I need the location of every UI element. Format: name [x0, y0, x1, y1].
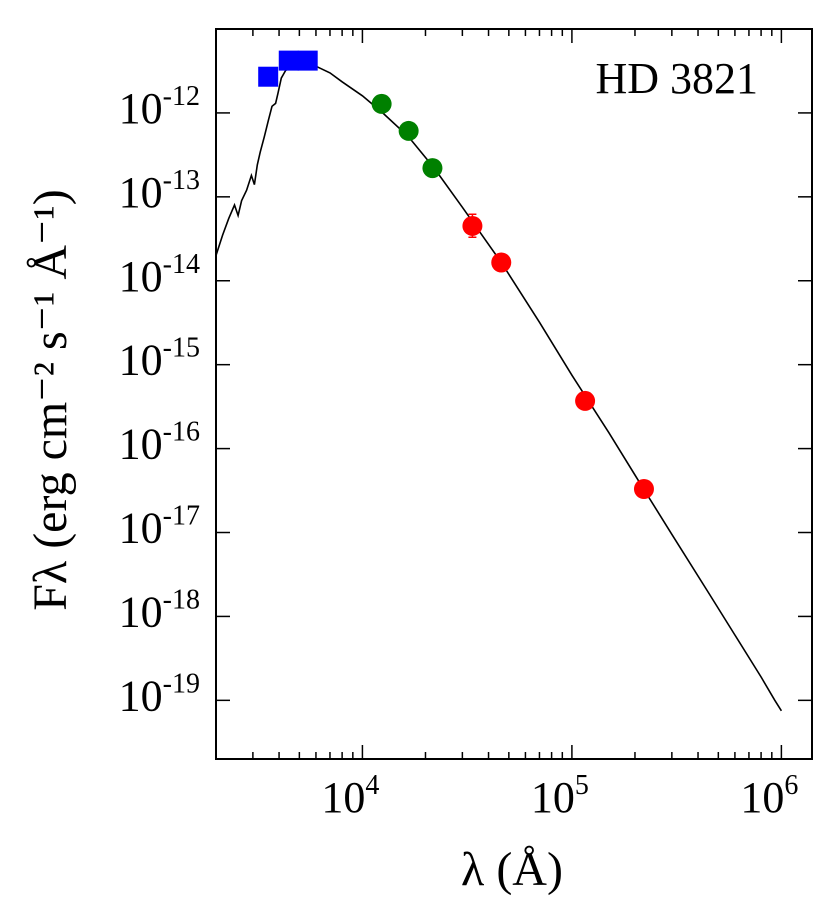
y-tick-label-base: 10 [119, 671, 163, 720]
y-tick-label-base: 10 [119, 587, 163, 636]
data-point-square [297, 50, 318, 71]
y-tick-label-exponent: -12 [163, 81, 200, 112]
y-tick-label-base: 10 [119, 168, 163, 217]
y-tick-label: 10-19 [119, 668, 200, 720]
plot-frame [215, 28, 813, 760]
y-tick-label-exponent: -13 [163, 165, 200, 196]
y-tick-label-base: 10 [119, 252, 163, 301]
y-tick-label-exponent: -17 [163, 501, 200, 532]
y-axis-title: Fλ (erg cm⁻² s⁻¹ Å⁻¹) [24, 189, 77, 611]
data-point-circle [633, 478, 654, 499]
y-tick-label: 10-12 [119, 81, 200, 133]
data-point-square [258, 66, 279, 87]
data-point-square [278, 50, 299, 71]
labels-layer: 104 105 10610-1210-1310-1410-1510-1610-171… [119, 81, 799, 822]
x-tick-label: 106 [740, 770, 798, 822]
x-tick-label-base: 10 [740, 773, 784, 822]
y-tick-label-base: 10 [119, 504, 163, 553]
y-tick-label: 10-14 [119, 249, 200, 301]
x-tick-label-exponent: 4 [365, 770, 379, 801]
y-tick-label-base: 10 [119, 420, 163, 469]
x-tick-label-exponent: 5 [575, 770, 589, 801]
y-tick-label: 10-18 [119, 584, 200, 636]
y-tick-label: 10-15 [119, 333, 200, 385]
y-tick-label-exponent: -16 [163, 417, 200, 448]
x-tick-label: 105 [531, 770, 589, 822]
star-name-label: HD 3821 [595, 54, 758, 103]
y-tick-label-base: 10 [119, 84, 163, 133]
x-tick-label-base: 10 [321, 773, 365, 822]
y-tick-label-exponent: -15 [163, 333, 200, 364]
data-point-circle [398, 120, 419, 141]
x-tick-label-exponent: 6 [784, 770, 798, 801]
y-tick-label-exponent: -19 [163, 668, 200, 699]
data-point-circle [462, 215, 483, 236]
photometry-layer [258, 50, 654, 499]
data-point-circle [371, 93, 392, 114]
y-tick-label: 10-13 [119, 165, 200, 217]
x-tick-label: 104 [321, 770, 379, 822]
data-point-circle [422, 158, 443, 179]
data-point-circle [491, 252, 512, 273]
y-tick-label-exponent: -18 [163, 584, 200, 615]
x-axis-title: λ (Å) [461, 843, 563, 896]
y-tick-label-base: 10 [119, 336, 163, 385]
y-tick-label-exponent: -14 [163, 249, 200, 280]
x-tick-label-base: 10 [531, 773, 575, 822]
data-point-circle [575, 390, 596, 411]
y-tick-label: 10-16 [119, 417, 200, 469]
y-tick-label: 10-17 [119, 501, 200, 553]
